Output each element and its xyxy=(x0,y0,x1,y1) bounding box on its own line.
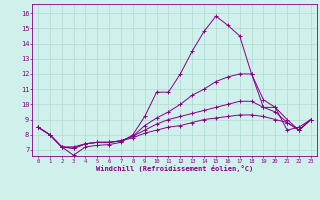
X-axis label: Windchill (Refroidissement éolien,°C): Windchill (Refroidissement éolien,°C) xyxy=(96,165,253,172)
